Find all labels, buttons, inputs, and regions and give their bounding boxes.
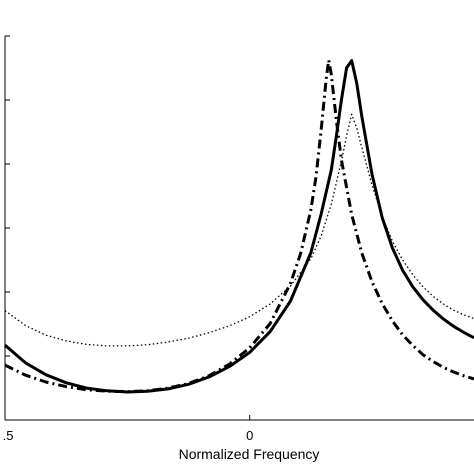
axes [4,35,474,421]
x-axis-title: Normalized Frequency [179,446,320,462]
series-group [4,58,474,394]
series-line-dotted [4,113,474,347]
tick-labels: .5 0 [3,428,254,443]
x-tick-label: .5 [3,428,14,443]
series-line-solid [4,59,474,394]
x-tick-label: 0 [246,428,253,443]
series-line-dashdot [4,58,474,394]
